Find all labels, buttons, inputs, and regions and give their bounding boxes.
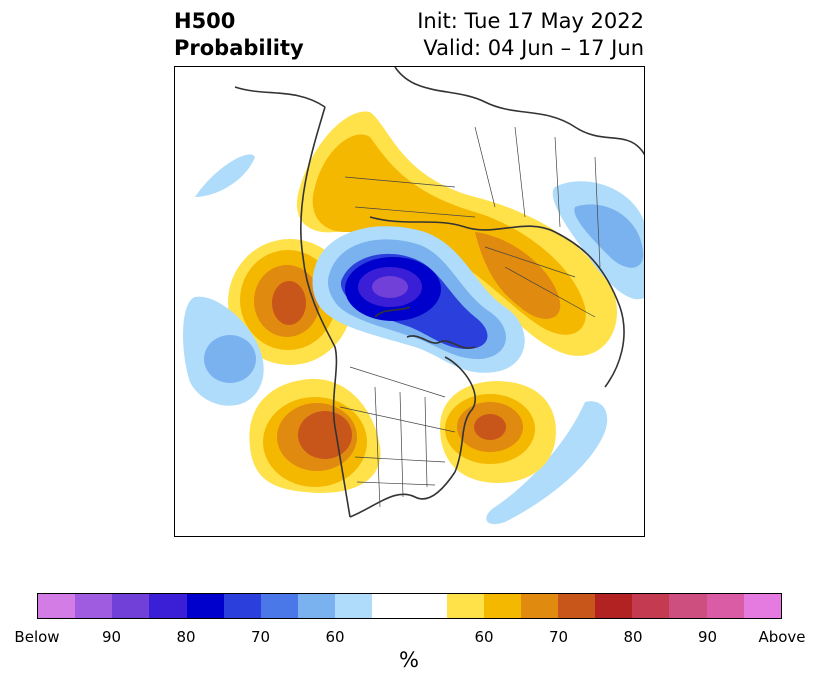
chart-title: H500 Probability [174,8,304,62]
colorbar-segment [706,594,744,618]
colorbar-segment [446,594,484,618]
colorbar-segment [112,594,150,618]
colorbar-segment [260,594,298,618]
colorbar-tick-label: 60 [474,628,494,646]
colorbar-segment [38,594,76,618]
colorbar-segment [372,594,410,618]
anomaly-polar-below [312,226,525,373]
map-canvas [175,67,644,525]
colorbar-segment [186,594,224,618]
coastlines [234,67,644,518]
colorbar-segment [520,594,558,618]
anomaly-western-na-above [249,378,381,493]
title-variable: H500 [174,9,236,33]
colorbar-segment [557,594,596,618]
anomaly-arctic-above [296,111,617,356]
colorbar-segment [595,594,633,618]
anomaly-pacific-below [183,154,264,406]
colorbar-segment [409,594,447,618]
colorbar [37,593,782,619]
anomaly-east-below [486,181,644,525]
colorbar-tick-label: 70 [250,628,271,646]
forecast-dates: Init: Tue 17 May 2022 Valid: 04 Jun – 17… [417,8,644,62]
colorbar-tick-label: 90 [101,628,122,646]
colorbar-segment [743,594,781,618]
map-edge-gap [175,283,181,317]
colorbar-segment [632,594,670,618]
colorbar-tick-label: 60 [325,628,345,646]
colorbar-tick-label: Below [14,628,60,646]
colorbar-tick-label: 70 [548,628,569,646]
colorbar-segment [223,594,261,618]
colorbar-segment [75,594,113,618]
init-date: Init: Tue 17 May 2022 [417,9,644,33]
anomaly-eastern-na-above [440,381,556,483]
colorbar-segment [669,594,707,618]
colorbar-segment [297,594,336,618]
colorbar-unit: % [399,648,419,672]
colorbar-segment [149,594,187,618]
colorbar-segment [335,594,373,618]
colorbar-segment [483,594,521,618]
title-metric: Probability [174,36,304,60]
colorbar-tick-label: 80 [623,628,643,646]
probability-map [174,66,645,537]
colorbar-tick-label: 90 [697,628,718,646]
valid-range: Valid: 04 Jun – 17 Jun [423,36,644,60]
political-borders [339,126,601,508]
colorbar-tick-label: 80 [176,628,196,646]
colorbar-tick-label: Above [758,628,806,646]
